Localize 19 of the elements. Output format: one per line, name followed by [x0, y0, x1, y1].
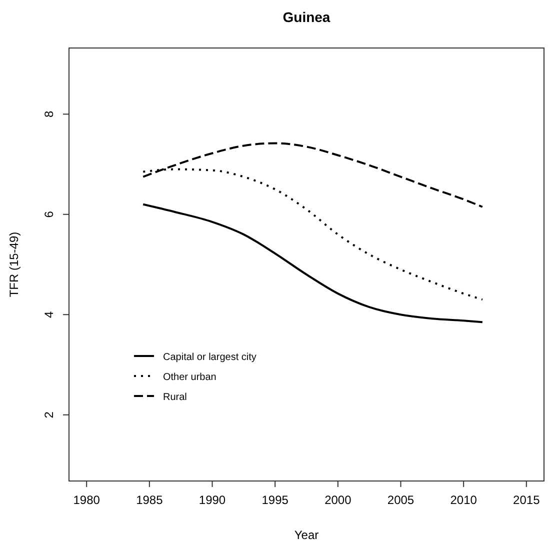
x-tick-label: 1980 [73, 493, 100, 507]
x-tick-label: 1995 [262, 493, 289, 507]
x-tick-label: 2005 [387, 493, 414, 507]
x-tick-label: 1990 [198, 493, 226, 507]
x-tick-label: 1985 [136, 493, 164, 507]
x-axis-title: Year [294, 528, 319, 542]
x-tick-label: 2010 [450, 493, 478, 507]
legend-label: Capital or largest city [163, 352, 256, 363]
y-tick-label: 8 [42, 110, 56, 118]
x-tick-label: 2015 [513, 493, 540, 507]
x-tick-label: 2000 [324, 493, 352, 507]
chart-title: Guinea [282, 9, 330, 25]
line-series [142, 203, 484, 324]
legend-label: Rural [163, 392, 187, 403]
y-tick-label: 2 [42, 411, 56, 418]
y-axis-title: TFR (15-49) [7, 232, 21, 298]
y-tick-label: 4 [42, 310, 56, 318]
legend-label: Other urban [163, 372, 216, 383]
y-tick-label: 6 [42, 210, 56, 218]
